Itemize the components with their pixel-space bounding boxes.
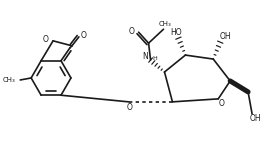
Text: H: H [153,56,157,61]
Text: O: O [42,35,48,44]
Text: O: O [127,103,133,112]
Text: N: N [142,52,148,61]
Text: OH: OH [249,114,261,123]
Text: HO: HO [171,28,182,37]
Text: O: O [218,99,224,108]
Text: CH₃: CH₃ [159,21,172,27]
Text: OH: OH [219,32,231,41]
Text: O: O [129,27,135,36]
Text: CH₃: CH₃ [2,77,15,83]
Text: O: O [81,31,87,40]
